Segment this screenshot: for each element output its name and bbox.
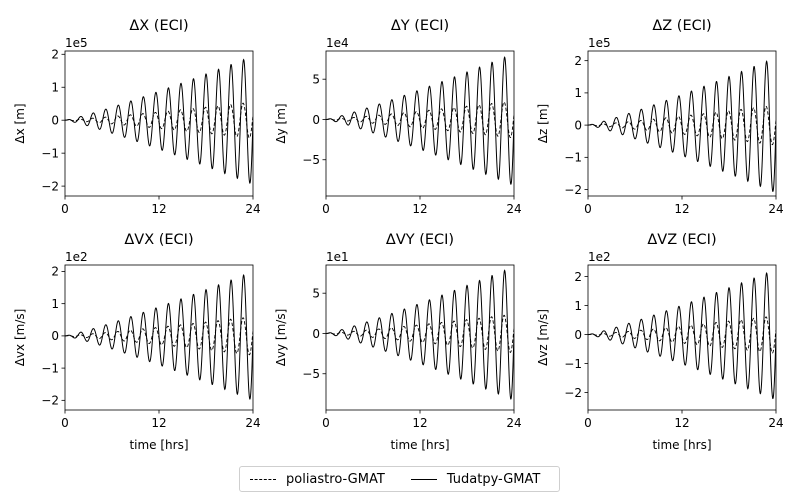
subplot-title: ΔVZ (ECI) [647, 232, 716, 248]
series-line-tudatpy [65, 58, 253, 184]
y-tick-label: 0 [574, 118, 582, 132]
y-axis-label: Δvy [m/s] [274, 309, 288, 367]
axis-offset-label: 1e1 [326, 250, 349, 264]
axis-offset-label: 1e5 [588, 36, 611, 50]
x-tick-label: 12 [151, 416, 166, 430]
series-line-tudatpy [65, 274, 253, 400]
x-tick-label: 12 [412, 416, 427, 430]
x-tick-label: 0 [322, 416, 330, 430]
x-tick-label: 12 [412, 202, 427, 216]
y-tick-label: −1 [564, 357, 582, 371]
x-tick-label: 12 [674, 416, 689, 430]
y-axis-label: Δx [m] [13, 103, 27, 143]
series-line-tudatpy [588, 271, 776, 400]
axis-offset-label: 1e2 [65, 250, 88, 264]
y-tick-label: 2 [574, 270, 582, 284]
axis-offset-label: 1e5 [65, 36, 88, 50]
x-axis-label: time [hrs] [390, 438, 449, 452]
x-tick-label: 24 [245, 202, 260, 216]
x-tick-label: 12 [151, 202, 166, 216]
legend-item-poliastro: poliastro-GMAT [250, 472, 385, 487]
legend-swatch-dashed [250, 478, 276, 480]
y-tick-label: 0 [312, 113, 320, 127]
y-tick-label: 1 [51, 297, 59, 311]
y-tick-label: −1 [41, 146, 59, 160]
x-tick-label: 24 [768, 202, 783, 216]
y-tick-label: 0 [574, 328, 582, 342]
y-tick-label: 2 [51, 48, 59, 62]
y-tick-label: −5 [302, 367, 320, 381]
axis-offset-label: 1e4 [326, 36, 349, 50]
x-tick-label: 0 [322, 202, 330, 216]
x-tick-label: 0 [61, 416, 69, 430]
legend: poliastro-GMAT Tudatpy-GMAT [239, 466, 560, 492]
y-tick-label: −5 [302, 153, 320, 167]
legend-swatch-solid [410, 478, 437, 480]
y-axis-label: Δvx [m/s] [13, 309, 27, 367]
x-tick-label: 24 [768, 416, 783, 430]
legend-item-tudatpy: Tudatpy-GMAT [410, 471, 541, 487]
x-tick-label: 24 [506, 202, 521, 216]
x-axis-label: time [hrs] [129, 438, 188, 452]
subplot-title: ΔY (ECI) [391, 18, 449, 34]
y-tick-label: −2 [564, 386, 582, 400]
series-line-tudatpy [326, 269, 514, 400]
subplot-title: ΔVX (ECI) [124, 232, 193, 248]
y-tick-label: 0 [312, 327, 320, 341]
legend-label-tudatpy: Tudatpy-GMAT [446, 471, 541, 487]
y-tick-label: 0 [51, 329, 59, 343]
y-tick-label: −1 [564, 151, 582, 165]
y-axis-label: Δvz [m/s] [536, 309, 550, 366]
axis-offset-label: 1e2 [588, 250, 611, 264]
y-tick-label: 2 [51, 265, 59, 279]
y-tick-label: −2 [41, 179, 59, 193]
subplot-title: ΔZ (ECI) [652, 18, 711, 34]
subplot-title: ΔX (ECI) [129, 18, 188, 34]
x-tick-label: 24 [245, 416, 260, 430]
x-tick-label: 0 [61, 202, 69, 216]
y-tick-label: −2 [41, 394, 59, 408]
series-line-tudatpy [326, 56, 514, 185]
y-axis-label: Δz [m] [536, 104, 550, 143]
y-tick-label: −2 [564, 183, 582, 197]
y-tick-label: 1 [51, 81, 59, 95]
y-tick-label: 2 [574, 54, 582, 68]
x-tick-label: 0 [584, 416, 592, 430]
subplot-title: ΔVY (ECI) [386, 232, 454, 248]
x-axis-label: time [hrs] [652, 438, 711, 452]
y-tick-label: 5 [312, 286, 320, 300]
series-line-tudatpy [588, 60, 776, 193]
y-axis-label: Δy [m] [274, 103, 288, 143]
y-tick-label: 1 [574, 299, 582, 313]
y-tick-label: 5 [312, 72, 320, 86]
x-tick-label: 24 [506, 416, 521, 430]
x-tick-label: 12 [674, 202, 689, 216]
y-tick-label: 1 [574, 86, 582, 100]
x-tick-label: 0 [584, 202, 592, 216]
y-tick-label: −1 [41, 361, 59, 375]
legend-label-poliastro: poliastro-GMAT [286, 471, 385, 487]
y-tick-label: 0 [51, 114, 59, 128]
